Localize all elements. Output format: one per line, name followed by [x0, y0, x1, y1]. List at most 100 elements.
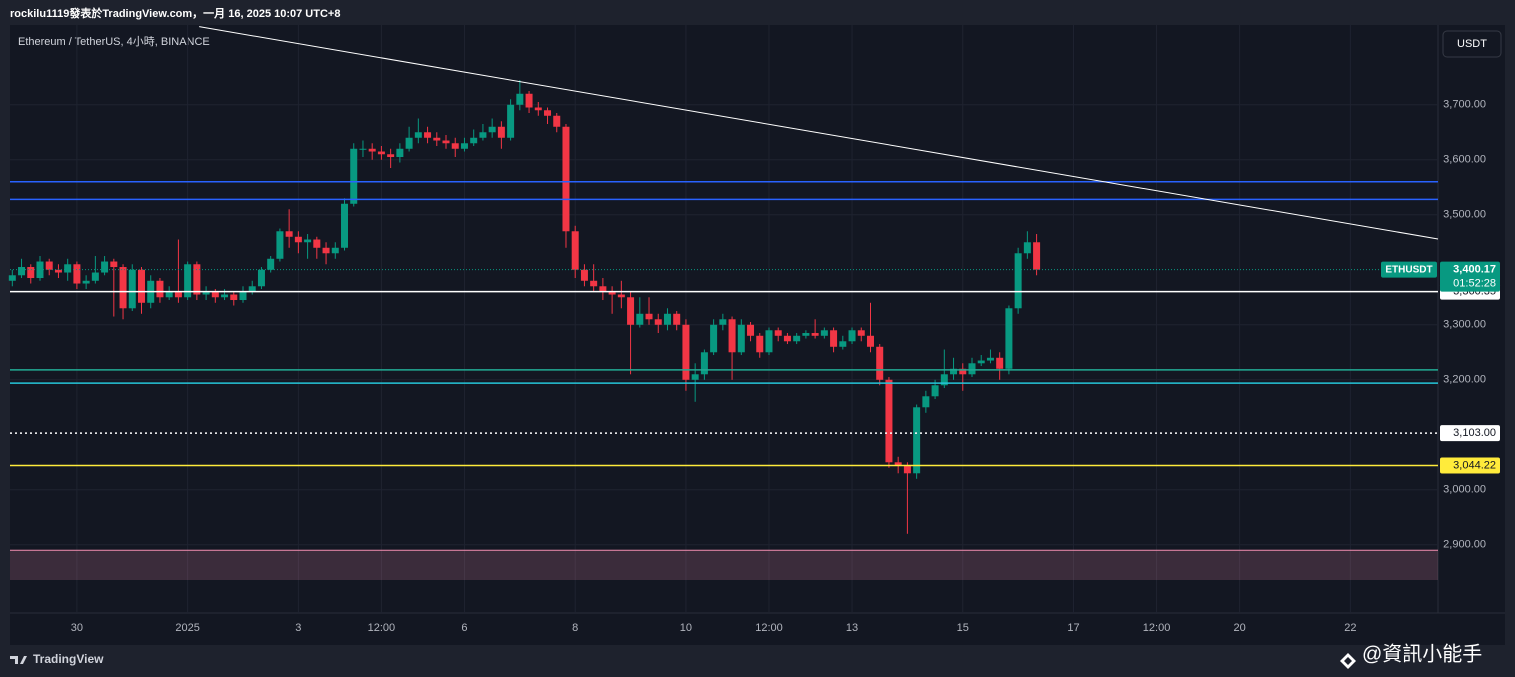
price-line-tag — [1440, 425, 1500, 442]
candle-body — [507, 104, 515, 138]
candle-body — [451, 143, 459, 149]
candle-body — [294, 236, 302, 243]
candle-body — [193, 264, 201, 295]
candle-body — [424, 132, 432, 138]
price-line-label: 3,044.22 — [1453, 459, 1496, 471]
y-tick-label: 2,900.00 — [1443, 539, 1486, 551]
candle-body — [645, 313, 653, 320]
candle-body — [710, 324, 718, 353]
candle-body — [276, 231, 284, 259]
watermark-icon — [1340, 653, 1356, 669]
candle-body — [1014, 253, 1022, 309]
trendline — [199, 26, 1439, 240]
candle-body — [848, 330, 856, 342]
candle-body — [359, 148, 367, 150]
y-tick-label: 3,300.00 — [1443, 319, 1486, 331]
candle-body — [331, 247, 339, 254]
candle-body — [571, 231, 579, 270]
candle-body — [774, 330, 782, 336]
candle-body — [913, 407, 921, 474]
candle-body — [700, 352, 708, 375]
symbol-tag — [1381, 261, 1437, 278]
candle-body — [562, 126, 570, 232]
candle-body — [396, 148, 404, 158]
candle-body — [940, 374, 948, 386]
candle-body — [230, 294, 238, 301]
x-tick-label: 12:00 — [1143, 622, 1171, 634]
candle-body — [101, 261, 109, 273]
candle-body — [691, 374, 699, 380]
candle-body — [737, 324, 745, 353]
currency[interactable]: USDT — [1457, 38, 1487, 50]
candle-body — [36, 261, 44, 279]
candle-body — [802, 333, 810, 336]
candle-body — [128, 269, 136, 309]
candle-body — [267, 258, 275, 270]
countdown: 01:52:28 — [1453, 278, 1496, 290]
candle-body — [876, 346, 884, 380]
tv-logo — [10, 656, 27, 664]
candle-body — [580, 269, 588, 281]
x-tick-label: 10 — [680, 622, 692, 634]
candle-body — [866, 335, 874, 347]
last-price-tag — [1440, 261, 1500, 292]
candle-body — [341, 203, 349, 248]
x-tick-label: 20 — [1233, 622, 1245, 634]
candle-body — [442, 140, 450, 144]
candle-body — [414, 132, 422, 138]
price-line-tag — [1440, 457, 1500, 474]
candle-body — [165, 291, 173, 298]
candle-body — [257, 269, 265, 287]
candle-body — [377, 151, 385, 155]
price-line-label: 3,103.00 — [1453, 427, 1496, 439]
candle-body — [64, 264, 72, 273]
candle-body — [497, 126, 505, 138]
candle-body — [322, 247, 330, 254]
x-tick-label: 13 — [846, 622, 858, 634]
candle-body — [534, 107, 542, 111]
candle-body — [73, 264, 81, 284]
candle-body — [903, 465, 911, 474]
candle-body — [783, 335, 791, 342]
x-tick-label: 17 — [1067, 622, 1079, 634]
x-tick-label: 3 — [295, 622, 301, 634]
candle-body — [82, 280, 90, 284]
candle-body — [91, 272, 99, 281]
candle-body — [756, 335, 764, 353]
candle-body — [663, 313, 671, 325]
candle-body — [156, 280, 164, 298]
candle-body — [45, 261, 53, 270]
candle-body — [636, 313, 644, 325]
candle-body — [1005, 308, 1013, 369]
candle-body — [839, 341, 847, 347]
last-price-label: 3,400.17 — [1453, 264, 1496, 276]
candle-body — [830, 330, 838, 347]
candle-body — [719, 319, 727, 325]
candle-body — [728, 319, 736, 353]
currency-button[interactable] — [1442, 30, 1502, 58]
candle-body — [488, 126, 496, 133]
candle-body — [525, 93, 533, 108]
x-tick-label: 12:00 — [755, 622, 783, 634]
x-tick-label: 12:00 — [368, 622, 396, 634]
candle-body — [27, 267, 35, 279]
candle-body — [968, 363, 976, 375]
y-tick-label: 3,700.00 — [1443, 99, 1486, 111]
candle-body — [617, 294, 625, 298]
candle-body — [387, 154, 395, 158]
candle-body — [479, 132, 487, 138]
candle-body — [516, 93, 524, 105]
candle-body — [590, 280, 598, 287]
candle-body — [922, 396, 930, 408]
symbol-label: ETHUSDT — [1385, 264, 1432, 275]
chart-title: Ethereum / TetherUS, 4小時, BINANCE — [18, 35, 210, 48]
candle-body — [931, 385, 939, 397]
y-tick-label: 3,000.00 — [1443, 484, 1486, 496]
candle-body — [950, 368, 958, 375]
candle-body — [959, 368, 967, 375]
candle-body — [793, 335, 801, 342]
candle-body — [174, 291, 182, 298]
candle-body — [110, 261, 118, 268]
candle-body — [627, 297, 635, 325]
